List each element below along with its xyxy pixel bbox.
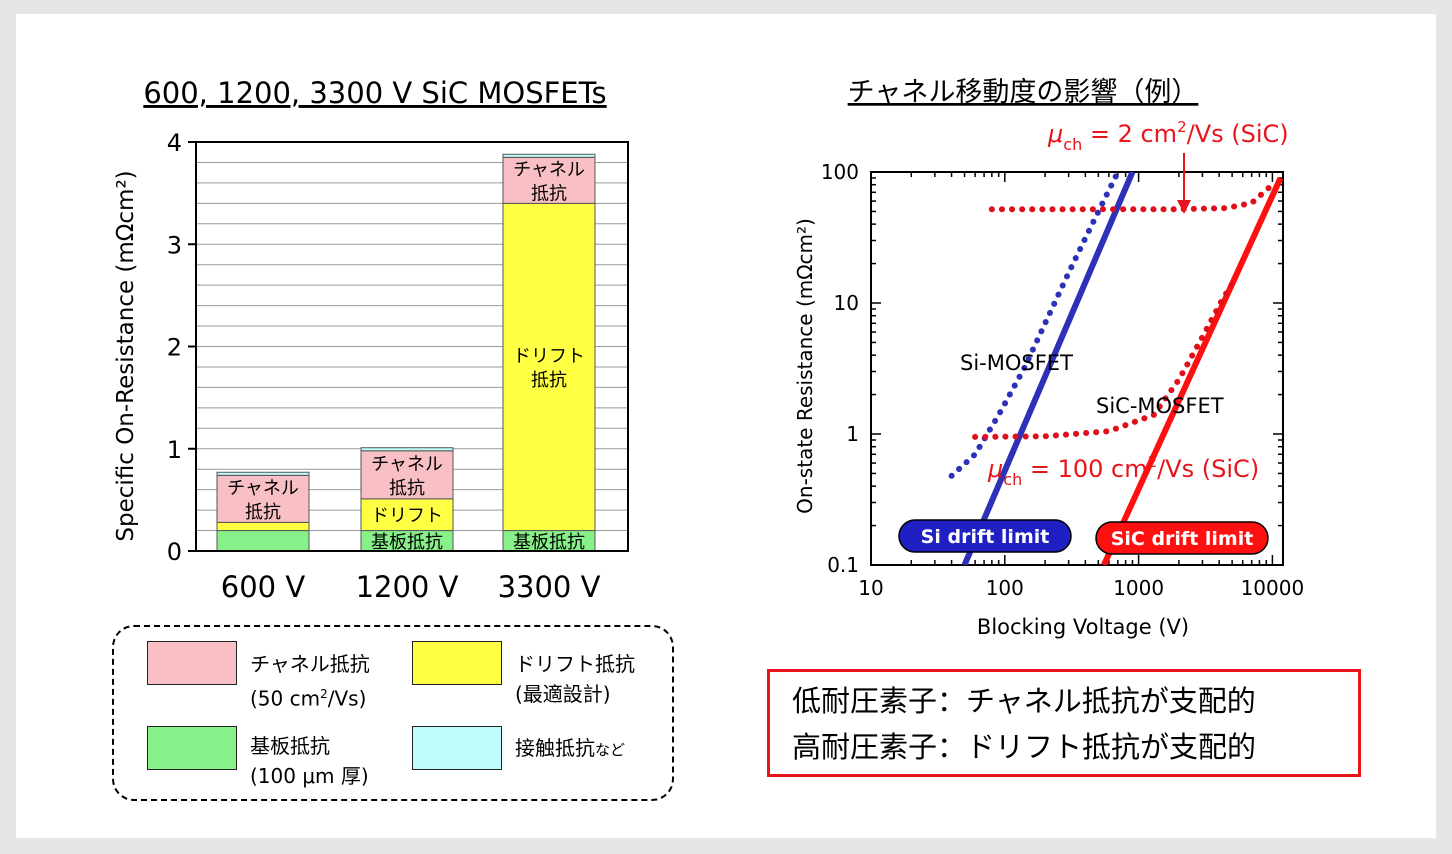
bar-segment-label: ドリフト bbox=[371, 506, 443, 527]
mu100-symbol: μ bbox=[987, 455, 1003, 483]
bar-chart-bars bbox=[216, 153, 596, 552]
mu2-arrow-head bbox=[1177, 200, 1191, 214]
bar-segment bbox=[216, 530, 310, 552]
bar-y-tick-label: 0 bbox=[167, 538, 182, 566]
bar-y-tick-label: 3 bbox=[167, 231, 182, 259]
legend-swatch-substrate bbox=[147, 726, 237, 770]
legend-swatch-channel bbox=[147, 641, 237, 685]
bar-segment-label: ドリフト bbox=[513, 346, 585, 367]
bar-segment bbox=[502, 156, 596, 204]
mu2-subscript: ch bbox=[1063, 135, 1082, 154]
bar-chart-legend: チャネル抵抗 (50 cm2/Vs) ドリフト抵抗 (最適設計) 基板抵抗 (1… bbox=[112, 625, 674, 801]
bar-segment-label: チャネル bbox=[371, 454, 443, 475]
annotation-mu-2: μch = 2 cm2/Vs (SiC) bbox=[1047, 118, 1289, 154]
si-drift-limit-label: Si drift limit bbox=[921, 526, 1050, 548]
log-y-tick-label: 1 bbox=[846, 422, 859, 446]
conclusion-line-2: 高耐圧素子：ドリフト抵抗が支配的 bbox=[792, 730, 1257, 764]
legend-drift-line1: ドリフト抵抗 bbox=[515, 652, 635, 676]
mu2-symbol: μ bbox=[1047, 120, 1063, 148]
conclusion-line-1: 低耐圧素子：チャネル抵抗が支配的 bbox=[792, 684, 1256, 718]
bar-segment-label: 抵抗 bbox=[389, 478, 425, 499]
bar-chart-y-axis-label: Specific On-Resistance (mΩcm²) bbox=[113, 170, 139, 541]
bar-segment bbox=[502, 153, 596, 158]
bar-chart-axes: 600 V 1200 V 3300 V 0 1 2 3 4 bbox=[167, 129, 629, 604]
bar-segment-label: 抵抗 bbox=[531, 370, 567, 391]
bar-segment bbox=[216, 471, 310, 476]
bar-y-tick-label: 2 bbox=[167, 334, 182, 362]
annotation-sic-mosfet: SiC-MOSFET bbox=[1096, 394, 1224, 418]
slide: 600, 1200, 3300 V SiC MOSFETs Specific O… bbox=[16, 14, 1436, 838]
mu2-sup: 2 bbox=[1177, 118, 1187, 136]
log-series-line bbox=[961, 172, 1136, 565]
bar-segment-label: 抵抗 bbox=[245, 502, 281, 523]
bar-segment bbox=[360, 447, 454, 452]
bar-category-label: 1200 V bbox=[356, 570, 459, 604]
annotation-mu-100: μch = 100 cm2/Vs (SiC) bbox=[987, 453, 1259, 489]
log-log-line-chart: チャネル移動度の影響（例） On-state Resistance (mΩcm²… bbox=[793, 77, 1304, 639]
log-y-tick-label: 10 bbox=[834, 291, 859, 315]
log-x-tick-label: 100 bbox=[986, 576, 1024, 600]
log-chart-y-axis-label: On-state Resistance (mΩcm²) bbox=[793, 218, 817, 514]
legend-drift-line2: (最適設計) bbox=[515, 682, 611, 706]
sic-drift-limit-badge bbox=[1095, 521, 1269, 555]
legend-contact-line1: 接触抵抗 bbox=[515, 736, 595, 760]
log-x-tick-label: 10000 bbox=[1241, 576, 1305, 600]
mu100-rest: = 100 cm bbox=[1022, 455, 1147, 483]
bar-segment-label: 基板抵抗 bbox=[513, 532, 585, 553]
bar-chart-title: 600, 1200, 3300 V SiC MOSFETs bbox=[143, 76, 606, 110]
legend-swatch-drift bbox=[412, 641, 502, 685]
log-x-tick-label: 1000 bbox=[1113, 576, 1164, 600]
bar-segment bbox=[216, 521, 310, 532]
log-series-line bbox=[988, 181, 1276, 213]
bar-segment bbox=[502, 202, 596, 532]
legend-channel-line1: チャネル抵抗 bbox=[250, 652, 370, 676]
mu100-sup: 2 bbox=[1148, 453, 1158, 471]
legend-label-drift: ドリフト抵抗 (最適設計) bbox=[515, 649, 635, 709]
log-series-line bbox=[1101, 176, 1283, 565]
legend-contact-suffix: など bbox=[595, 741, 626, 759]
legend-channel-line2-tail: /Vs) bbox=[327, 686, 367, 711]
log-plot-frame bbox=[870, 171, 1284, 566]
sic-drift-limit-label: SiC drift limit bbox=[1111, 528, 1254, 550]
log-series-line bbox=[972, 280, 1236, 440]
mu100-tail: /Vs (SiC) bbox=[1157, 455, 1259, 483]
legend-swatch-contact bbox=[412, 726, 502, 770]
legend-substrate-line2: (100 μm 厚) bbox=[250, 764, 369, 788]
si-drift-limit-badge bbox=[898, 519, 1072, 553]
legend-label-substrate: 基板抵抗 (100 μm 厚) bbox=[250, 731, 369, 791]
bar-segment-label: チャネル bbox=[227, 478, 299, 499]
log-chart-x-axis-label: Blocking Voltage (V) bbox=[977, 615, 1189, 639]
bar-segment-label: チャネル bbox=[513, 159, 585, 180]
bar-segment-label: 抵抗 bbox=[531, 183, 567, 204]
bar-y-tick-label: 1 bbox=[167, 436, 182, 464]
log-series-line bbox=[948, 172, 1121, 479]
mu2-rest: = 2 cm bbox=[1082, 120, 1177, 148]
log-chart-axes: 10 100 1000 10000 0.1 1 10 100 bbox=[821, 160, 1304, 600]
bar-segment bbox=[216, 474, 310, 523]
log-y-tick-label: 100 bbox=[821, 160, 859, 184]
log-chart-title: チャネル移動度の影響（例） bbox=[848, 77, 1199, 108]
annotation-si-mosfet: Si-MOSFET bbox=[960, 351, 1073, 375]
conclusion-box: 低耐圧素子：チャネル抵抗が支配的 高耐圧素子：ドリフト抵抗が支配的 bbox=[767, 669, 1361, 777]
bar-category-label: 600 V bbox=[221, 570, 306, 604]
stacked-bar-chart: 600, 1200, 3300 V SiC MOSFETs Specific O… bbox=[113, 76, 629, 604]
bar-segment-label: 基板抵抗 bbox=[371, 532, 443, 553]
log-y-tick-label: 0.1 bbox=[827, 553, 859, 577]
legend-channel-line2: (50 cm bbox=[250, 686, 321, 711]
legend-substrate-line1: 基板抵抗 bbox=[250, 734, 330, 758]
legend-channel-sup: 2 bbox=[320, 687, 328, 701]
bar-category-label: 3300 V bbox=[498, 570, 601, 604]
log-x-tick-label: 10 bbox=[858, 576, 883, 600]
legend-label-channel: チャネル抵抗 (50 cm2/Vs) bbox=[250, 649, 370, 714]
legend-label-contact: 接触抵抗など bbox=[515, 733, 625, 765]
mu2-tail: /Vs (SiC) bbox=[1187, 120, 1289, 148]
log-chart-series bbox=[948, 172, 1283, 565]
mu100-subscript: ch bbox=[1003, 470, 1022, 489]
bar-y-tick-label: 4 bbox=[167, 129, 182, 157]
